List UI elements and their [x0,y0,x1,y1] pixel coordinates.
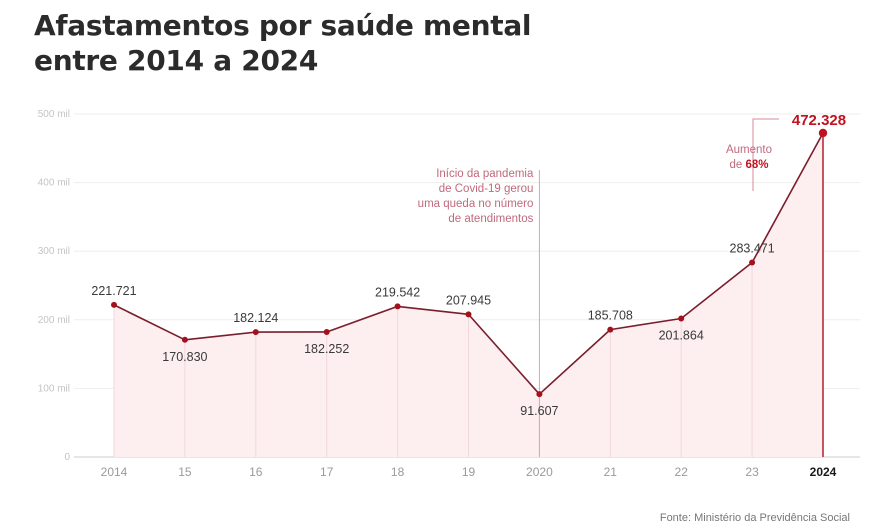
value-label: 182.124 [233,311,278,325]
x-tick-label: 22 [675,465,689,479]
data-point [818,128,828,138]
y-tick-label: 0 [64,452,70,463]
annotation-text: de 68% [729,159,768,171]
data-point [749,259,756,266]
data-point [181,336,188,343]
data-point [394,303,401,310]
x-tick-label: 17 [320,465,334,479]
source-note: Fonte: Ministério da Previdência Social [659,512,850,524]
data-point [678,315,685,322]
y-tick-label: 400 mil [38,178,70,189]
data-point [323,328,330,335]
value-label: 170.830 [162,350,207,364]
value-label: 283.471 [730,242,775,256]
value-label: 207.945 [446,293,491,307]
value-label: 472.328 [792,112,846,129]
data-point [536,391,543,398]
value-label: 182.252 [304,342,349,356]
annotation-text: uma queda no número [418,198,534,210]
data-point [252,329,259,336]
area-fill [114,132,823,458]
x-tick-label: 21 [604,465,618,479]
x-tick-label: 15 [178,465,192,479]
value-label: 91.607 [520,404,558,418]
y-tick-label: 200 mil [38,315,70,326]
annotation-text: de atendimentos [448,213,533,225]
x-tick-label: 19 [462,465,476,479]
y-tick-label: 500 mil [38,109,70,120]
data-point [465,311,472,318]
annotation-highlight: 68% [745,159,768,171]
annotation-text: Início da pandemia [436,168,534,180]
y-tick-label: 300 mil [38,246,70,257]
x-tick-label: 18 [391,465,405,479]
x-tick-label: 16 [249,465,263,479]
annotation-text: de Covid-19 gerou [439,183,534,195]
annotation-text: Aumento [726,144,772,156]
data-point [607,326,614,333]
value-label: 219.542 [375,285,420,299]
value-label: 221.721 [91,284,136,298]
x-tick-label: 2014 [101,465,128,479]
value-label: 201.864 [659,329,704,343]
x-tick-label: 23 [745,465,759,479]
x-tick-label: 2024 [810,465,837,479]
x-tick-label: 2020 [526,465,553,479]
chart-title: Afastamentos por saúde mental entre 2014… [34,9,532,77]
data-point [111,301,117,308]
value-label: 185.708 [588,309,633,323]
annotation-leader [752,118,779,191]
y-tick-label: 100 mil [38,383,70,394]
